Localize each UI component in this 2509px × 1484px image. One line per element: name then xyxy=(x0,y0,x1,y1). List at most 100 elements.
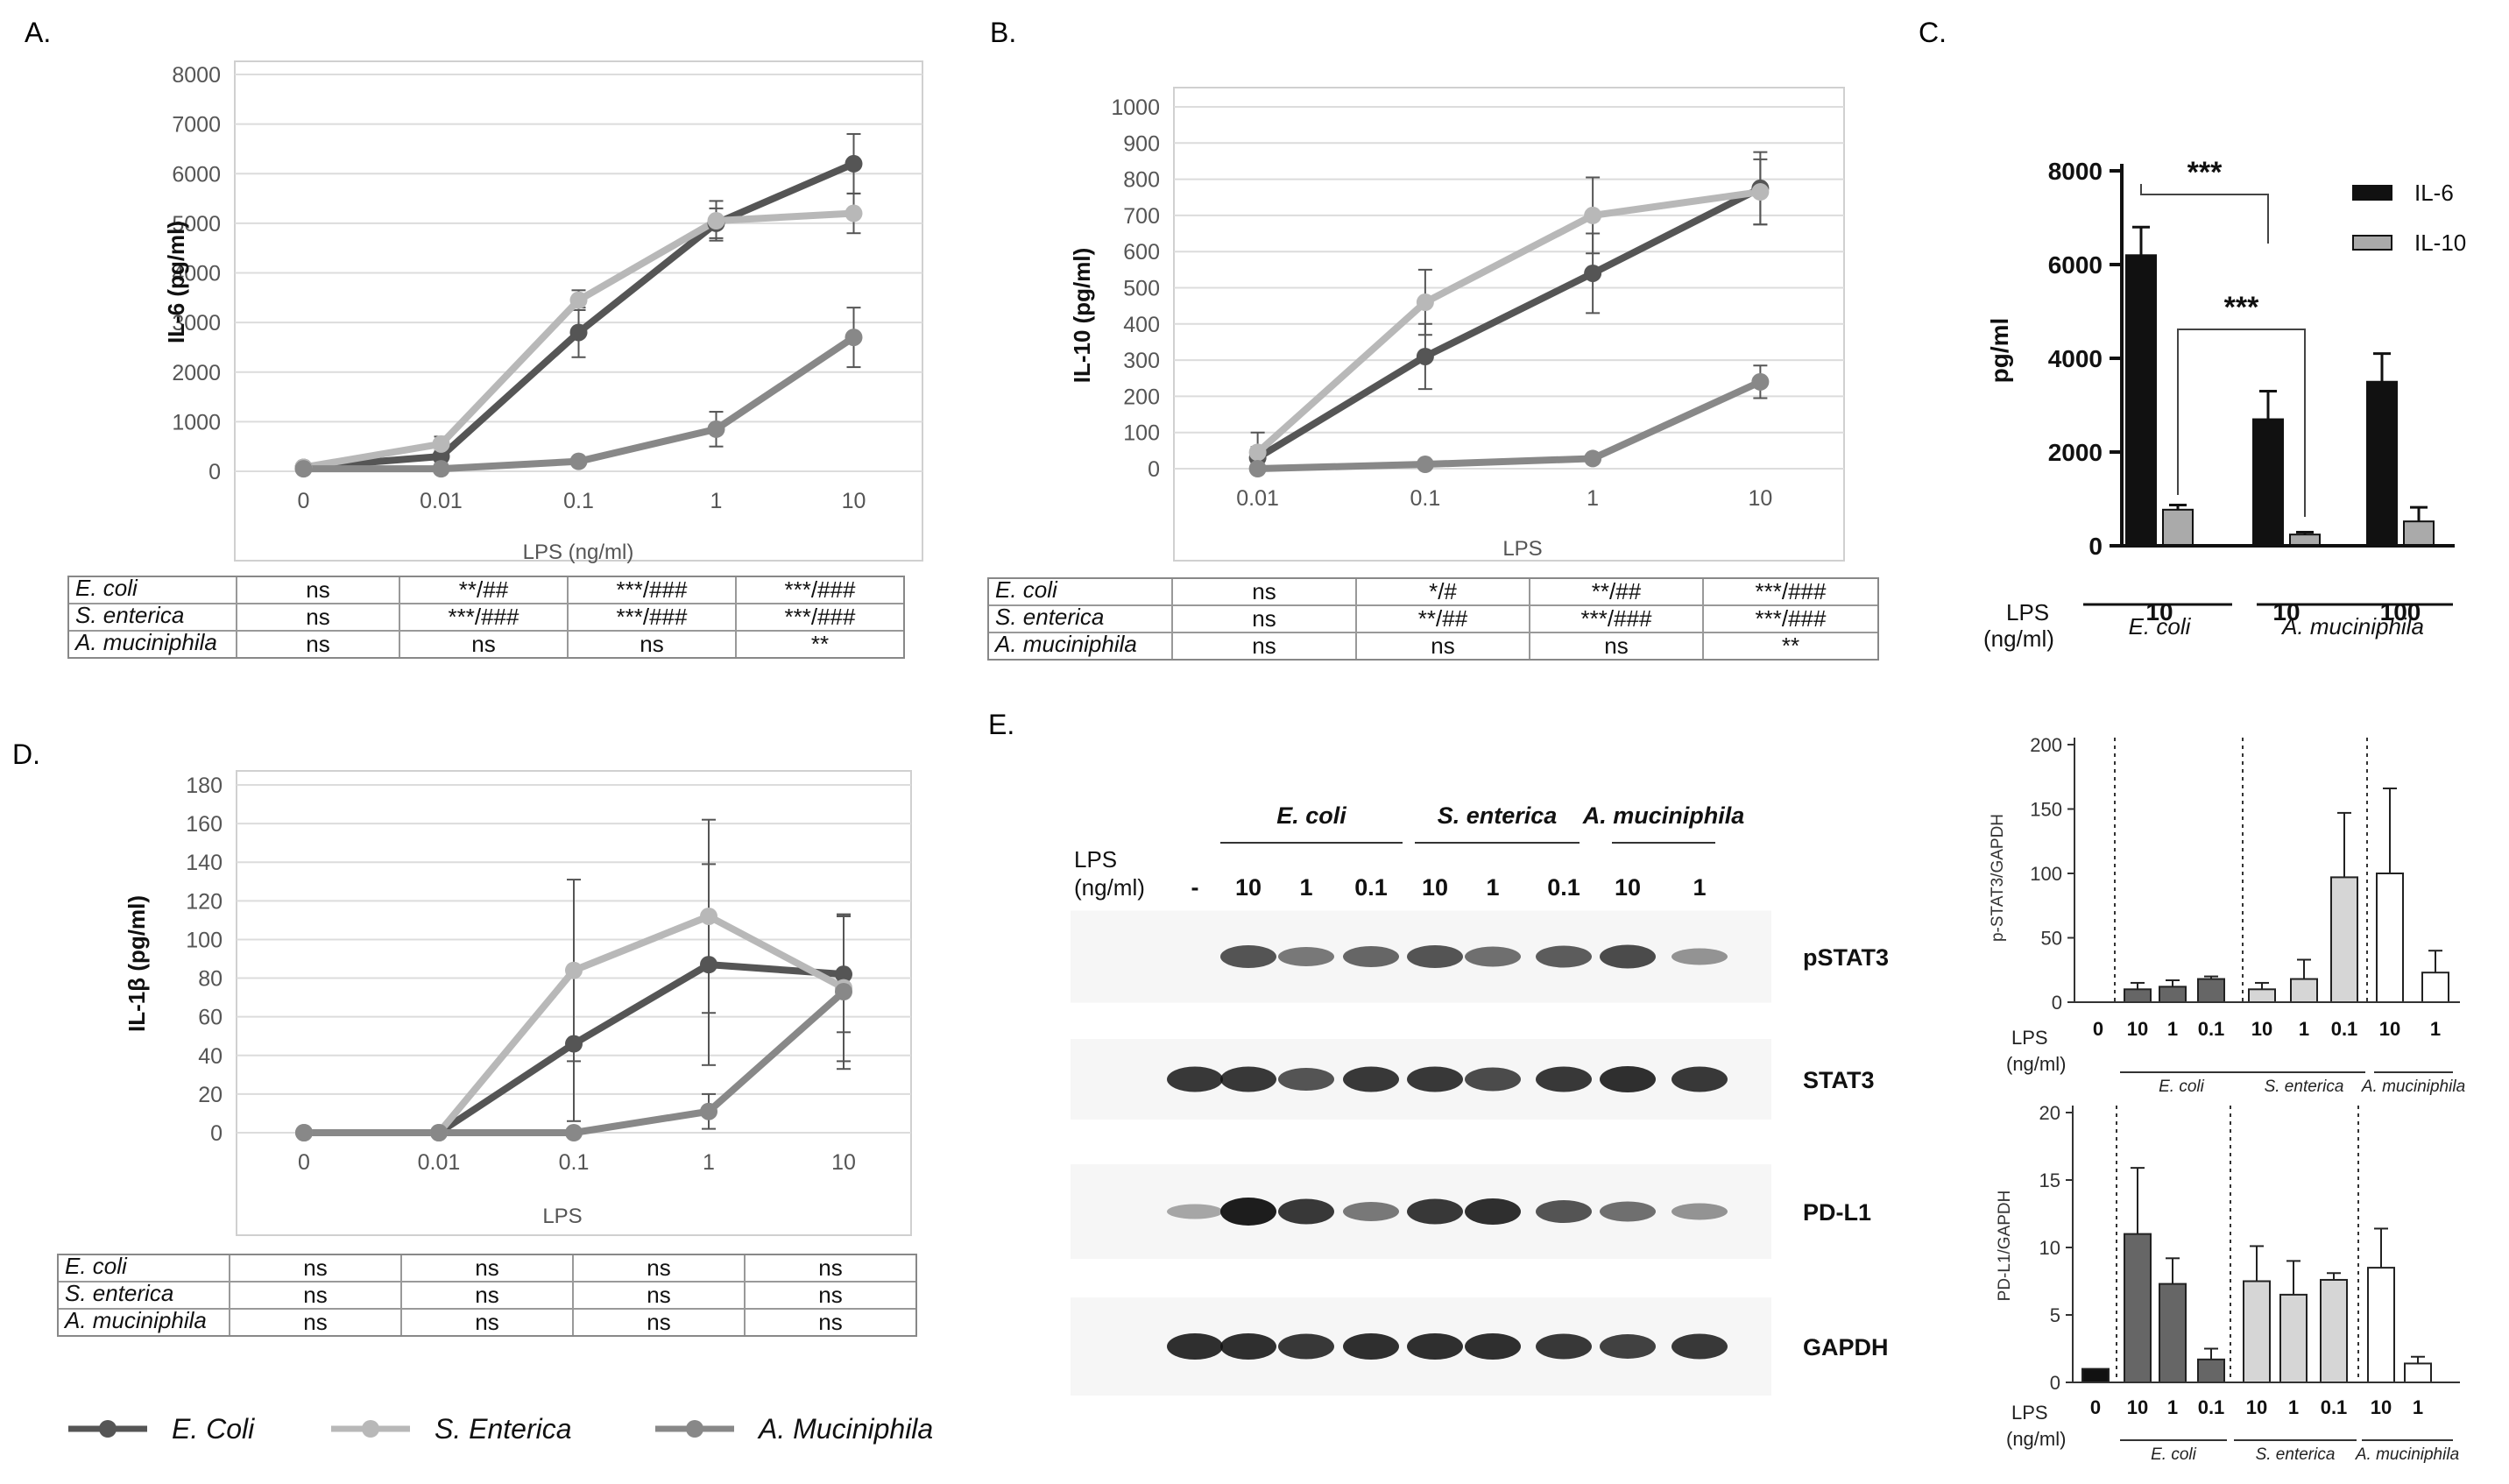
y-tick-label: 5000 xyxy=(172,212,221,237)
chart-c-lps-label: LPS xyxy=(2006,599,2049,625)
table-cell-value: ***/### xyxy=(449,604,519,630)
blot-band xyxy=(1600,1066,1656,1092)
chart-d-il1b-line: 0 20 40 60 80 100 120 140 160 180 0 0.01 0.1 1 10 LPS… xyxy=(124,770,912,1236)
data-point-s-enterica xyxy=(1751,183,1770,201)
data-point-a-muciniphila xyxy=(432,460,450,478)
table-cell xyxy=(229,1308,402,1337)
chart-a-x-label: LPS (ng/ml) xyxy=(523,541,634,564)
y-tick-label: 0 xyxy=(2088,533,2103,560)
legend-marker-a-muciniphila xyxy=(686,1420,703,1438)
y-tick-label: 100 xyxy=(186,928,223,952)
chart-e1-bars xyxy=(2124,873,2449,1004)
data-point-s-enterica xyxy=(569,291,588,309)
legend-marker-e-coli xyxy=(99,1420,117,1438)
blot-row-label-stat3: STAT3 xyxy=(1803,1067,1875,1093)
x-category-label: 1 xyxy=(2288,1396,2299,1418)
data-point-a-muciniphila xyxy=(565,1124,583,1141)
western-blot: E. coli S. enterica A. muciniphila LPS (ng… xyxy=(1071,802,1889,1396)
y-tick-label: 6000 xyxy=(172,162,221,187)
blot-lane-labels: - 10 1 0.1 10 1 0.1 10 1 xyxy=(1191,874,1707,901)
blot-band xyxy=(1407,945,1463,968)
chart-e1-y-label: p-STAT3/GAPDH xyxy=(1989,814,2007,942)
data-point-a-muciniphila xyxy=(430,1124,448,1141)
x-category-label: 0.1 xyxy=(2331,1018,2358,1040)
y-tick-label: 120 xyxy=(186,889,223,914)
table-row-label: E. coli xyxy=(65,1253,128,1279)
table-cell-value: ** xyxy=(1782,632,1799,659)
bar xyxy=(2330,876,2358,1003)
y-tick-label: 1000 xyxy=(1111,95,1160,120)
blot-band xyxy=(1671,948,1728,965)
y-tick-label: 3000 xyxy=(172,311,221,336)
chart-c-legend: IL-6 IL-10 xyxy=(2352,180,2466,256)
blot-band xyxy=(1343,1333,1399,1360)
chart-e2-axes xyxy=(2072,1106,2460,1383)
chart-e2-lps-unit: (ng/ml) xyxy=(2006,1428,2066,1450)
table-row-label: S. enterica xyxy=(75,602,184,628)
table-cell xyxy=(1171,577,1357,606)
panel-letter-b: B. xyxy=(990,17,1016,48)
blot-lps-label: LPS xyxy=(1074,846,1117,873)
x-category-label: 1 xyxy=(2430,1018,2441,1040)
blot-band xyxy=(1536,1200,1592,1223)
table-cell xyxy=(399,630,569,659)
group-label-e-coli: E. coli xyxy=(2129,613,2192,640)
y-tick-label: 900 xyxy=(1123,131,1160,156)
blot-lane-label: 10 xyxy=(1235,874,1262,901)
x-category-label: 0 xyxy=(2090,1396,2101,1418)
blot-band xyxy=(1671,1333,1728,1360)
chart-c-lps-unit: (ng/ml) xyxy=(1983,625,2054,652)
x-category-label: 1 xyxy=(2167,1396,2178,1418)
table-row-label: S. enterica xyxy=(65,1280,173,1306)
x-category-label: 0.1 xyxy=(2321,1396,2348,1418)
y-tick-label: 8000 xyxy=(172,63,221,88)
x-category-label: 10 xyxy=(2371,1396,2392,1418)
chart-e2-y-label: PD-L1/GAPDH xyxy=(1996,1191,2014,1302)
blot-band xyxy=(1343,946,1399,967)
table-cell xyxy=(744,1281,917,1310)
table-cell-value: ns xyxy=(640,631,663,657)
chart-a-x-ticks: 0 0.01 0.1 1 10 xyxy=(298,489,866,513)
data-point-a-muciniphila xyxy=(1248,460,1267,477)
x-category-label: 0 xyxy=(2093,1018,2103,1040)
panel-letter-e: E. xyxy=(988,709,1014,740)
table-cell-value: ns xyxy=(818,1309,842,1335)
chart-c-x-categories: 10 10 100 E. coli A. muciniphila xyxy=(2083,598,2453,640)
x-tick-label: 0.01 xyxy=(418,1150,461,1175)
bar-il-6 xyxy=(2366,380,2398,547)
data-point-s-enterica xyxy=(707,212,725,230)
blot-lane-label: 10 xyxy=(1422,874,1448,901)
significance-table-b: E. coli ns */# **/## ***/###S. enterica ns **/… xyxy=(987,576,1879,661)
bar xyxy=(2290,978,2318,1004)
blot-row-label-pd-l1: PD-L1 xyxy=(1803,1199,1871,1226)
blot-band xyxy=(1600,944,1656,969)
y-tick-label: 40 xyxy=(198,1044,223,1069)
x-category-label: 10 xyxy=(2272,598,2300,625)
table-cell-value: ns xyxy=(475,1254,498,1281)
chart-b-series-lines xyxy=(1254,185,1763,472)
blot-group-label: S. enterica xyxy=(1438,802,1558,829)
bar xyxy=(2421,972,2449,1003)
blot-band xyxy=(1407,1333,1463,1360)
table-cell-value: ns xyxy=(647,1282,670,1308)
y-tick-label: 4000 xyxy=(2048,345,2103,372)
panel-letter-d: D. xyxy=(12,738,40,770)
chart-b-points xyxy=(1248,179,1770,477)
blot-band xyxy=(1343,1066,1399,1092)
table-cell-value: ns xyxy=(1252,578,1276,604)
group-label: A. muciniphila xyxy=(2361,1078,2465,1096)
data-point-s-enterica xyxy=(700,907,717,925)
y-tick-label: 140 xyxy=(186,851,223,875)
blot-lane-label: 10 xyxy=(1615,874,1641,901)
chart-c-axes xyxy=(2120,164,2455,548)
table-border xyxy=(987,577,1879,661)
blot-band xyxy=(1278,1198,1334,1225)
data-point-e-coli xyxy=(835,965,852,984)
blot-band xyxy=(1278,1333,1334,1360)
table-cell xyxy=(236,630,400,659)
table-cell xyxy=(567,630,737,659)
blot-lane-label: 1 xyxy=(1693,874,1706,901)
x-tick-label: 1 xyxy=(710,489,723,513)
